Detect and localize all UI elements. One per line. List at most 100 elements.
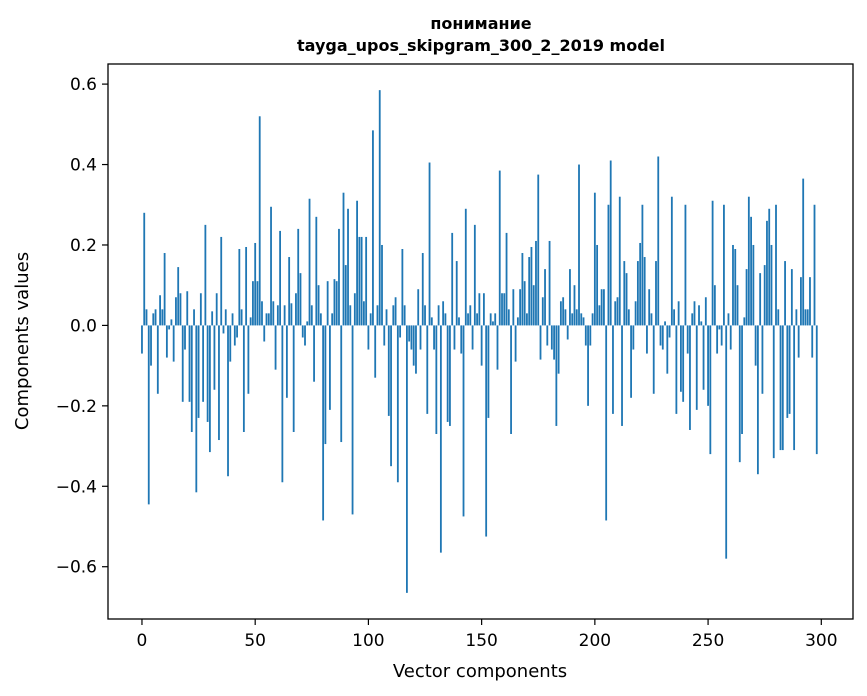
bar xyxy=(476,313,479,326)
bar xyxy=(161,309,164,326)
bar xyxy=(154,309,157,326)
bar xyxy=(582,317,585,326)
bar xyxy=(473,224,476,326)
bar xyxy=(247,325,250,394)
bar xyxy=(460,325,463,354)
bar xyxy=(208,325,211,453)
bar xyxy=(612,325,614,414)
bar xyxy=(516,317,519,326)
bar xyxy=(455,261,458,326)
bar xyxy=(231,313,234,326)
bar xyxy=(761,325,764,394)
bar xyxy=(195,325,198,493)
bar xyxy=(512,289,515,326)
bar xyxy=(736,285,739,326)
bar xyxy=(462,325,465,517)
bar xyxy=(734,249,737,326)
bar xyxy=(383,325,386,346)
bar xyxy=(811,325,814,358)
bar xyxy=(747,196,750,326)
bar xyxy=(326,281,329,326)
bar xyxy=(754,325,757,366)
bar xyxy=(779,325,782,451)
bar xyxy=(526,313,528,326)
bar xyxy=(727,313,730,326)
bar xyxy=(444,313,447,326)
bar xyxy=(627,309,630,326)
bar xyxy=(553,325,555,360)
bar xyxy=(204,224,207,326)
bar xyxy=(292,325,295,432)
bar xyxy=(548,240,551,326)
bar xyxy=(421,253,424,326)
bar xyxy=(713,285,716,326)
bar xyxy=(646,325,648,354)
bar xyxy=(707,325,709,406)
bar xyxy=(365,236,368,326)
bar xyxy=(655,261,657,326)
bar xyxy=(249,317,252,326)
bar xyxy=(514,325,517,362)
bar xyxy=(772,325,775,459)
bar xyxy=(258,116,261,326)
bar xyxy=(700,321,703,326)
bar xyxy=(541,297,544,326)
bar xyxy=(233,325,236,346)
bar xyxy=(487,325,490,418)
bar xyxy=(329,325,331,410)
y-tick-label: 0.6 xyxy=(70,75,97,95)
bar xyxy=(684,204,687,326)
bar xyxy=(458,317,460,326)
bar xyxy=(446,325,449,422)
bar xyxy=(745,269,748,326)
bar xyxy=(600,289,603,326)
x-axis-label: Vector components xyxy=(393,661,567,682)
bar xyxy=(424,305,426,326)
bar xyxy=(236,325,238,338)
bars-group xyxy=(141,90,818,593)
bar xyxy=(372,130,374,326)
bar xyxy=(451,232,454,326)
bar xyxy=(367,325,370,350)
bar xyxy=(575,309,578,326)
bar xyxy=(691,313,694,326)
bar xyxy=(768,208,771,326)
x-axis: 0 50 100 150 200 250 300 xyxy=(137,619,838,651)
bar xyxy=(711,200,714,326)
bar xyxy=(759,273,762,326)
bar xyxy=(498,170,501,326)
bar xyxy=(338,228,340,326)
bar xyxy=(677,301,680,326)
plot-frame xyxy=(107,63,854,620)
bar xyxy=(238,249,241,326)
bar xyxy=(591,313,594,326)
bar xyxy=(704,297,707,326)
bar xyxy=(412,325,415,366)
bar xyxy=(399,325,402,338)
bar xyxy=(426,325,429,414)
bar xyxy=(793,325,796,451)
bar xyxy=(353,293,356,326)
bar xyxy=(469,305,472,326)
bar xyxy=(220,236,223,326)
bar xyxy=(430,317,433,326)
bar xyxy=(800,277,802,326)
bar xyxy=(485,325,488,537)
bar xyxy=(682,325,685,402)
bar xyxy=(614,301,617,326)
bar xyxy=(521,253,524,326)
bar xyxy=(482,293,485,326)
bar xyxy=(435,325,438,434)
bar xyxy=(376,305,379,326)
bar xyxy=(276,305,279,326)
bar xyxy=(206,325,209,422)
bar xyxy=(741,325,743,434)
bar xyxy=(439,325,442,553)
y-axis-label: Components values xyxy=(12,252,33,430)
bar xyxy=(641,204,644,326)
bar xyxy=(449,325,451,426)
y-tick-label: −0.6 xyxy=(56,558,97,578)
x-tick-label: 0 xyxy=(137,631,148,651)
bar xyxy=(507,309,510,326)
